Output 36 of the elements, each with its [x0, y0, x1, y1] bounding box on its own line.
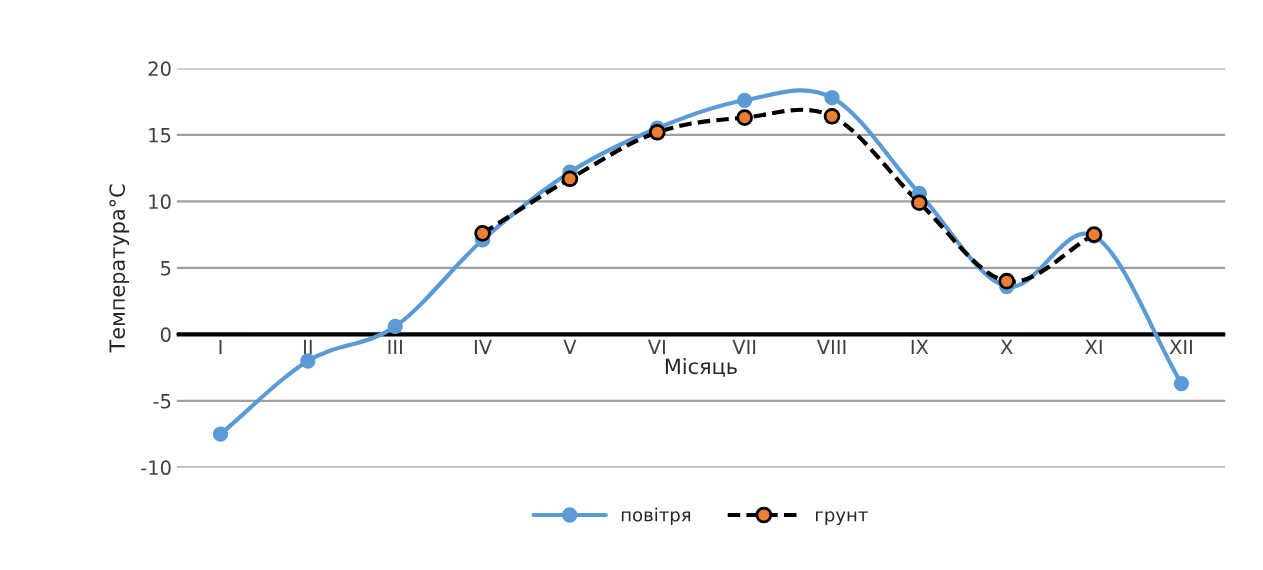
point: [561, 170, 579, 188]
y-tick-label: -10: [141, 460, 171, 476]
y-tick-label: 0: [160, 327, 171, 343]
y-tick-label: 5: [161, 261, 171, 276]
x-axis-title: Місяць: [665, 358, 737, 377]
point: [300, 353, 316, 369]
x-tick-label: XII: [1169, 339, 1192, 355]
y-tick-label: 20: [148, 61, 171, 77]
point: [824, 90, 840, 106]
x-tick-label: XI: [1085, 339, 1102, 355]
y-tick-label: -5: [153, 394, 171, 409]
point: [737, 92, 753, 108]
point: [998, 272, 1016, 290]
point: [736, 109, 753, 126]
point: [648, 123, 666, 141]
y-axis-title: Температура°C: [109, 184, 130, 353]
legend-label: грунт: [816, 511, 868, 526]
point: [387, 318, 403, 335]
point: [1173, 375, 1190, 392]
legend-label: повітря: [621, 507, 691, 526]
point: [474, 224, 491, 242]
x-tick-label: VII: [732, 339, 756, 355]
x-tick-label: II: [304, 339, 312, 355]
point: [823, 107, 841, 125]
x-tick-label: VIII: [816, 339, 846, 355]
x-tick-label: III: [388, 339, 402, 355]
x-tick-label: IX: [911, 339, 929, 355]
point: [212, 426, 229, 442]
x-tick-label: VI: [647, 339, 665, 355]
x-tick-label: V: [563, 339, 577, 355]
x-tick-label: IV: [474, 339, 492, 355]
x-tick-label: I: [219, 339, 222, 355]
y-tick-label: 15: [149, 128, 171, 143]
y-tick-label: 10: [149, 194, 171, 210]
point: [911, 194, 928, 212]
x-tick-label: X: [1000, 339, 1013, 355]
